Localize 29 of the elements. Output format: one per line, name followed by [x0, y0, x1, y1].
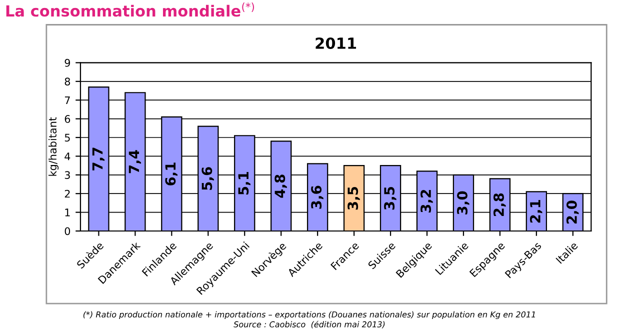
data-label: 3,6 [311, 186, 324, 209]
y-tick-label: 2 [64, 190, 70, 198]
y-tick-label: 6 [64, 115, 70, 123]
data-label: 5,6 [202, 167, 214, 190]
data-label: 7,4 [128, 150, 141, 174]
data-label: 3,5 [348, 186, 360, 210]
data-label: 7,7 [92, 148, 105, 170]
text: (*) Ratio production nationale + importations – exportations (Douanes nationales) sur population en Kg en 2011 [83, 311, 535, 320]
data-label: 2,8 [493, 193, 506, 216]
chart-title: La consommation mondiale$^{(*)}$ [6, 2, 254, 17]
y-tick-label: 3 [64, 171, 70, 180]
data-label: 2,0 [566, 200, 579, 224]
y-tick-label: 0 [64, 227, 70, 236]
source-note: Source : Caobisco (édition mai 2013) [234, 320, 385, 328]
data-label: 3,2 [420, 190, 433, 212]
data-label: 4,8 [274, 174, 287, 198]
data-label: 3,0 [457, 191, 470, 214]
data-label: 2,1 [530, 200, 542, 223]
y-tick-label: 8 [64, 78, 70, 86]
y-tick-label: 5 [64, 134, 70, 142]
chart-subtitle: 2011 [316, 37, 356, 50]
data-label: 6,1 [165, 162, 178, 186]
y-tick-label: 7 [64, 96, 70, 104]
y-tick-label: 4 [64, 152, 70, 160]
y-tick-label: 9 [64, 58, 70, 67]
data-label: 5,1 [238, 172, 250, 195]
data-label: 3,5 [384, 186, 396, 210]
y-tick-label: 1 [65, 208, 70, 216]
y-axis-title: kg/habitant [48, 117, 59, 176]
